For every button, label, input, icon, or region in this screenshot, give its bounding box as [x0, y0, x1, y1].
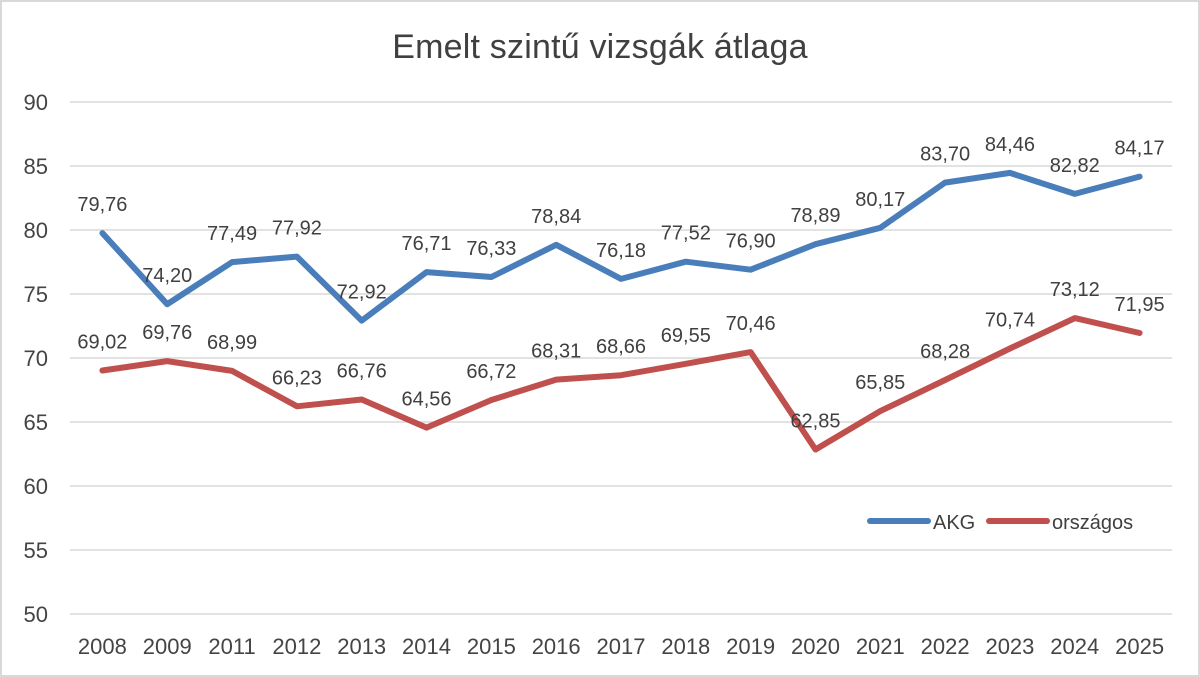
- x-axis-tick-label: 2017: [597, 634, 646, 659]
- y-axis-tick-label: 80: [24, 218, 48, 243]
- data-label-orszagos: 73,12: [1050, 279, 1100, 301]
- x-axis-tick-label: 2016: [532, 634, 581, 659]
- x-axis-tick-label: 2024: [1050, 634, 1099, 659]
- series-line-akg: [99, 169, 1143, 324]
- x-axis-tick-label: 2014: [402, 634, 451, 659]
- x-axis-tick-label: 2023: [985, 634, 1034, 659]
- y-axis-tick-label: 75: [24, 282, 48, 307]
- data-label-akg: 82,82: [1050, 155, 1100, 177]
- data-label-orszagos: 66,76: [337, 360, 387, 382]
- data-label-akg: 79,76: [77, 194, 127, 216]
- data-label-akg: 80,17: [855, 189, 905, 211]
- data-label-orszagos: 71,95: [1115, 294, 1165, 316]
- y-axis-tick-label: 85: [24, 154, 48, 179]
- x-axis-tick-label: 2022: [921, 634, 970, 659]
- x-axis-tick-label: 2015: [467, 634, 516, 659]
- y-axis-tick-label: 65: [24, 410, 48, 435]
- data-label-akg: 84,17: [1115, 138, 1165, 160]
- y-axis-tick-label: 55: [24, 538, 48, 563]
- legend-label-akg: AKG: [933, 512, 975, 534]
- data-label-akg: 76,71: [401, 233, 451, 255]
- data-label-orszagos: 68,28: [920, 341, 970, 363]
- x-axis-tick-label: 2025: [1115, 634, 1164, 659]
- y-axis-tick-label: 90: [24, 90, 48, 115]
- data-label-orszagos: 70,46: [726, 313, 776, 335]
- data-label-orszagos: 68,31: [531, 341, 581, 363]
- data-label-akg: 78,89: [790, 205, 840, 227]
- data-label-orszagos: 69,76: [142, 322, 192, 344]
- data-label-akg: 84,46: [985, 134, 1035, 156]
- x-axis-tick-label: 2009: [143, 634, 192, 659]
- data-label-akg: 76,33: [466, 238, 516, 260]
- data-label-akg: 77,92: [272, 218, 322, 240]
- x-axis-tick-label: 2019: [726, 634, 775, 659]
- data-label-orszagos: 69,02: [77, 332, 127, 354]
- data-label-orszagos: 68,99: [207, 332, 257, 354]
- data-label-akg: 83,70: [920, 144, 970, 166]
- data-label-akg: 72,92: [337, 282, 387, 304]
- x-axis-tick-label: 2011: [208, 634, 255, 659]
- legend-label-orszagos: országos: [1052, 512, 1133, 534]
- data-label-orszagos: 70,74: [985, 310, 1035, 332]
- y-axis-tick-label: 60: [24, 474, 48, 499]
- data-label-akg: 77,49: [207, 223, 257, 245]
- data-label-orszagos: 69,55: [661, 325, 711, 347]
- series-line-orszagos: [99, 315, 1143, 453]
- x-axis-tick-label: 2021: [856, 634, 905, 659]
- y-axis-tick-label: 50: [24, 602, 48, 627]
- x-axis-tick-label: 2012: [272, 634, 321, 659]
- data-label-akg: 76,18: [596, 240, 646, 262]
- data-label-akg: 78,84: [531, 206, 581, 228]
- x-axis-tick-label: 2018: [661, 634, 710, 659]
- chart-title: Emelt szintű vizsgák átlaga: [392, 28, 808, 66]
- data-label-akg: 74,20: [142, 265, 192, 287]
- data-label-orszagos: 65,85: [855, 372, 905, 394]
- data-label-orszagos: 64,56: [401, 389, 451, 411]
- x-axis-tick-label: 2013: [337, 634, 386, 659]
- data-label-orszagos: 68,66: [596, 336, 646, 358]
- data-label-akg: 76,90: [726, 231, 776, 253]
- data-label-akg: 77,52: [661, 223, 711, 245]
- y-axis-tick-label: 70: [24, 346, 48, 371]
- data-label-orszagos: 62,85: [790, 411, 840, 433]
- data-label-orszagos: 66,23: [272, 367, 322, 389]
- data-label-orszagos: 66,72: [466, 361, 516, 383]
- x-axis-tick-label: 2020: [791, 634, 840, 659]
- x-axis-tick-label: 2008: [78, 634, 127, 659]
